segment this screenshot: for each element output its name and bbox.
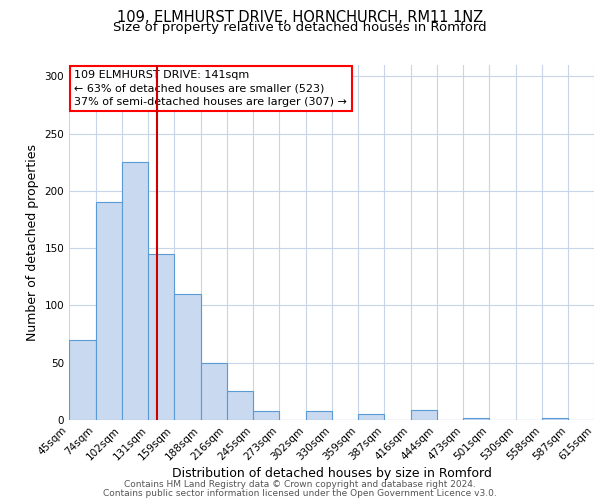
- Text: Contains HM Land Registry data © Crown copyright and database right 2024.: Contains HM Land Registry data © Crown c…: [124, 480, 476, 489]
- Bar: [306, 411, 331, 420]
- Bar: [69, 340, 96, 420]
- X-axis label: Distribution of detached houses by size in Romford: Distribution of detached houses by size …: [172, 468, 491, 480]
- Bar: [148, 254, 174, 420]
- Bar: [227, 392, 253, 420]
- Bar: [201, 362, 227, 420]
- Text: Contains public sector information licensed under the Open Government Licence v3: Contains public sector information licen…: [103, 488, 497, 498]
- Bar: [96, 202, 121, 420]
- Bar: [174, 294, 201, 420]
- Bar: [253, 411, 279, 420]
- Bar: [463, 418, 489, 420]
- Y-axis label: Number of detached properties: Number of detached properties: [26, 144, 39, 341]
- Bar: [542, 418, 568, 420]
- Bar: [411, 410, 437, 420]
- Text: 109 ELMHURST DRIVE: 141sqm
← 63% of detached houses are smaller (523)
37% of sem: 109 ELMHURST DRIVE: 141sqm ← 63% of deta…: [74, 70, 347, 106]
- Bar: [121, 162, 148, 420]
- Text: 109, ELMHURST DRIVE, HORNCHURCH, RM11 1NZ: 109, ELMHURST DRIVE, HORNCHURCH, RM11 1N…: [117, 10, 483, 25]
- Text: Size of property relative to detached houses in Romford: Size of property relative to detached ho…: [113, 21, 487, 34]
- Bar: [358, 414, 384, 420]
